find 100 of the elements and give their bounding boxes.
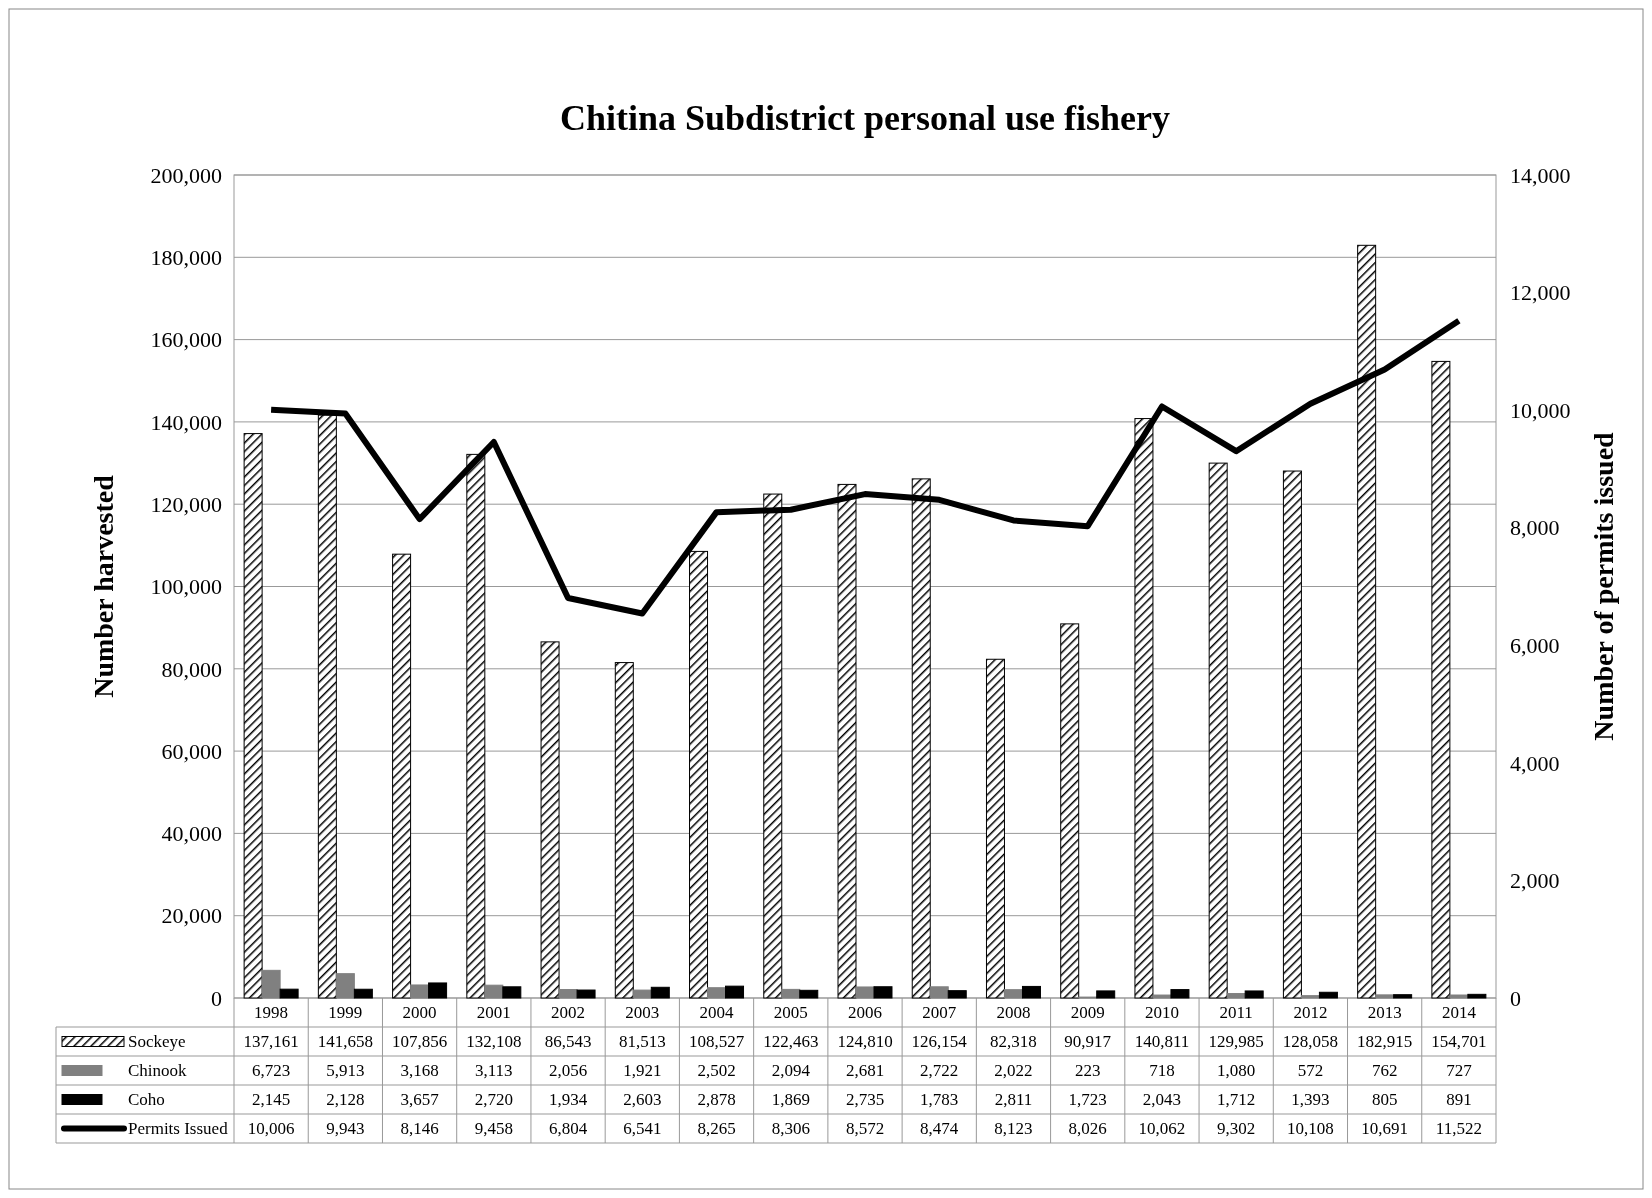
y2-tick-label: 14,000 <box>1510 162 1571 188</box>
data-label: 718 <box>1149 1061 1175 1081</box>
y-tick-label: 0 <box>211 985 222 1011</box>
y2-tick-label: 2,000 <box>1510 868 1560 894</box>
bar <box>335 973 355 999</box>
bar <box>279 988 299 999</box>
bar <box>484 984 504 999</box>
bar <box>1282 470 1302 999</box>
bar <box>1467 993 1487 999</box>
x-tick-label: 2013 <box>1367 1003 1402 1023</box>
data-label: 1,080 <box>1217 1061 1256 1081</box>
data-label: 8,572 <box>845 1119 885 1139</box>
data-label: 82,318 <box>990 1032 1037 1052</box>
data-label: 6,804 <box>548 1119 588 1139</box>
data-label: 141,658 <box>317 1032 373 1052</box>
bar <box>243 433 263 999</box>
y-tick-label: 160,000 <box>150 327 222 353</box>
bar <box>873 986 893 999</box>
y-axis-title: Number harvested <box>88 474 119 698</box>
data-label: 129,985 <box>1208 1032 1264 1052</box>
x-tick-label: 2010 <box>1144 1003 1179 1023</box>
x-tick-label: 1999 <box>328 1003 363 1023</box>
data-label: 2,128 <box>326 1090 365 1110</box>
bar <box>725 985 745 999</box>
bar <box>410 984 430 999</box>
legend-label: Sockeye <box>128 1032 186 1052</box>
bar <box>799 989 819 999</box>
data-label: 9,458 <box>474 1119 513 1139</box>
legend-label: Coho <box>128 1090 165 1110</box>
bar <box>1208 462 1228 999</box>
legend-label: Chinook <box>128 1061 188 1081</box>
data-label: 6,541 <box>623 1119 662 1139</box>
data-label: 81,513 <box>618 1032 666 1052</box>
data-label: 1,934 <box>548 1090 588 1110</box>
data-label: 86,543 <box>544 1032 592 1052</box>
data-label: 1,783 <box>920 1090 959 1110</box>
y-tick-label: 80,000 <box>161 656 222 682</box>
data-label: 154,701 <box>1431 1032 1487 1052</box>
data-label: 2,735 <box>845 1090 885 1110</box>
y2-tick-label: 8,000 <box>1510 515 1560 541</box>
bar <box>576 989 596 999</box>
data-label: 1,869 <box>771 1090 810 1110</box>
bar <box>1375 994 1395 999</box>
bar <box>1003 989 1023 999</box>
data-label: 8,146 <box>400 1119 439 1139</box>
data-label: 3,657 <box>400 1090 440 1110</box>
bar <box>781 988 801 999</box>
bar <box>1152 994 1172 999</box>
data-label: 108,527 <box>688 1032 745 1052</box>
bar <box>707 987 727 999</box>
legend-label: Permits Issued <box>128 1119 229 1139</box>
data-label: 8,474 <box>920 1119 959 1139</box>
bar <box>985 658 1005 999</box>
bar <box>1170 989 1190 999</box>
x-tick-label: 2003 <box>625 1003 660 1023</box>
data-label: 1,723 <box>1068 1090 1107 1110</box>
x-tick-label: 2005 <box>773 1003 808 1023</box>
data-label: 132,108 <box>466 1032 522 1052</box>
data-label: 8,123 <box>994 1119 1033 1139</box>
bar <box>392 553 412 999</box>
bar <box>1226 993 1246 999</box>
data-label: 5,913 <box>326 1061 365 1081</box>
bar <box>614 662 634 999</box>
y-tick-label: 200,000 <box>150 162 222 188</box>
y2-tick-label: 10,000 <box>1510 397 1571 423</box>
bar <box>650 986 670 999</box>
chart-title: Chitina Subdistrict personal use fishery <box>559 98 1171 138</box>
bar <box>1449 994 1469 999</box>
data-label: 124,810 <box>837 1032 893 1052</box>
x-tick-label: 2002 <box>551 1003 586 1023</box>
data-label: 2,502 <box>697 1061 736 1081</box>
data-label: 2,043 <box>1142 1090 1182 1110</box>
y-tick-label: 180,000 <box>150 245 222 270</box>
data-label: 3,168 <box>400 1061 439 1081</box>
x-tick-label: 1998 <box>254 1003 289 1023</box>
data-label: 2,878 <box>697 1090 736 1110</box>
data-label: 6,723 <box>251 1061 291 1081</box>
bar <box>1060 623 1080 999</box>
bar <box>558 989 578 999</box>
data-label: 122,463 <box>763 1032 819 1052</box>
data-label: 10,691 <box>1361 1119 1409 1139</box>
y-tick-label: 100,000 <box>150 574 222 600</box>
data-label: 1,393 <box>1291 1090 1330 1110</box>
data-label: 2,603 <box>623 1090 662 1110</box>
y-tick-label: 60,000 <box>161 738 222 764</box>
x-tick-label: 2001 <box>476 1003 511 1023</box>
bar <box>1300 995 1320 999</box>
data-label: 10,006 <box>247 1119 295 1139</box>
bar <box>929 986 949 999</box>
y-tick-label: 40,000 <box>161 821 222 847</box>
bar <box>1318 991 1338 999</box>
bar <box>1244 990 1264 999</box>
x-tick-label: 2009 <box>1070 1003 1105 1023</box>
data-label: 10,108 <box>1287 1119 1334 1139</box>
bar <box>1021 985 1041 999</box>
data-label: 572 <box>1297 1061 1324 1081</box>
data-label: 90,917 <box>1064 1032 1112 1052</box>
x-tick-label: 2012 <box>1293 1003 1328 1023</box>
data-label: 107,856 <box>391 1032 448 1052</box>
y2-tick-label: 12,000 <box>1510 280 1571 306</box>
